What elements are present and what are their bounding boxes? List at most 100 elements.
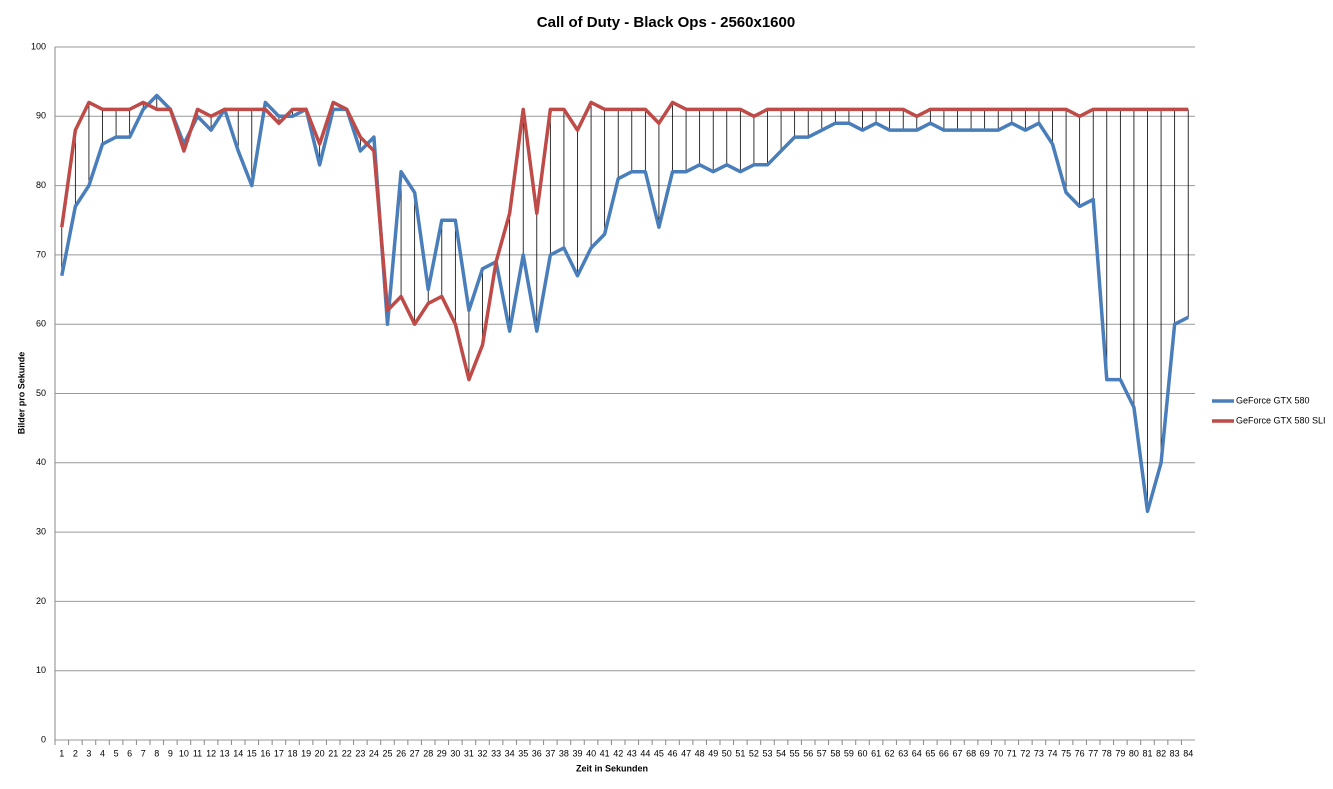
- x-tick-label: 41: [600, 748, 610, 758]
- x-tick-label: 11: [193, 748, 202, 758]
- x-tick-label: 83: [1170, 748, 1180, 758]
- x-tick-label: 77: [1088, 748, 1098, 758]
- x-tick-label: 31: [464, 748, 474, 758]
- y-tick-label: 80: [36, 180, 46, 190]
- x-tick-label: 79: [1115, 748, 1125, 758]
- x-tick-label: 1: [59, 748, 64, 758]
- x-tick-label: 28: [423, 748, 433, 758]
- x-tick-label: 6: [127, 748, 132, 758]
- x-tick-label: 46: [667, 748, 677, 758]
- x-tick-label: 40: [586, 748, 596, 758]
- y-tick-label: 90: [36, 111, 46, 121]
- x-tick-label: 35: [518, 748, 528, 758]
- x-tick-label: 60: [857, 748, 867, 758]
- x-tick-label: 50: [722, 748, 732, 758]
- x-tick-label: 84: [1183, 748, 1193, 758]
- chart-title: Call of Duty - Black Ops - 2560x1600: [537, 14, 795, 31]
- x-tick-label: 64: [912, 748, 922, 758]
- x-tick-label: 48: [695, 748, 705, 758]
- x-tick-label: 62: [885, 748, 895, 758]
- x-axis-title: Zeit in Sekunden: [576, 763, 648, 773]
- y-tick-label: 70: [36, 249, 46, 259]
- y-tick-label: 40: [36, 457, 46, 467]
- x-tick-label: 76: [1075, 748, 1085, 758]
- x-tick-label: 25: [382, 748, 392, 758]
- x-tick-label: 45: [654, 748, 664, 758]
- x-tick-label: 51: [735, 748, 745, 758]
- x-tick-label: 66: [939, 748, 949, 758]
- x-tick-label: 12: [206, 748, 216, 758]
- x-tick-label: 81: [1142, 748, 1152, 758]
- y-tick-label: 50: [36, 388, 46, 398]
- x-tick-label: 33: [491, 748, 501, 758]
- x-tick-label: 20: [315, 748, 325, 758]
- x-tick-label: 36: [532, 748, 542, 758]
- y-axis-title: Bilder pro Sekunde: [16, 352, 26, 435]
- x-tick-label: 9: [168, 748, 173, 758]
- x-tick-label: 30: [450, 748, 460, 758]
- y-tick-label: 100: [31, 41, 46, 51]
- x-tick-label: 10: [179, 748, 189, 758]
- x-tick-label: 8: [154, 748, 159, 758]
- x-tick-label: 37: [545, 748, 555, 758]
- x-tick-label: 19: [301, 748, 311, 758]
- x-tick-label: 53: [762, 748, 772, 758]
- y-tick-label: 20: [36, 596, 46, 606]
- x-tick-label: 2: [73, 748, 78, 758]
- series-line: [60, 100, 1189, 382]
- x-tick-label: 69: [980, 748, 990, 758]
- x-tick-label: 44: [640, 748, 650, 758]
- y-tick-label: 60: [36, 319, 46, 329]
- x-tick-label: 57: [817, 748, 827, 758]
- x-tick-label: 82: [1156, 748, 1166, 758]
- y-tick-label: 10: [36, 665, 46, 675]
- x-tick-label: 23: [355, 748, 365, 758]
- x-tick-label: 38: [559, 748, 569, 758]
- x-tick-label: 49: [708, 748, 718, 758]
- x-tick-label: 3: [86, 748, 91, 758]
- x-tick-label: 55: [790, 748, 800, 758]
- x-tick-label: 70: [993, 748, 1003, 758]
- x-tick-label: 27: [410, 748, 420, 758]
- x-tick-label: 65: [925, 748, 935, 758]
- x-tick-label: 22: [342, 748, 352, 758]
- x-tick-label: 63: [898, 748, 908, 758]
- x-tick-label: 18: [287, 748, 297, 758]
- x-tick-label: 59: [844, 748, 854, 758]
- x-tick-label: 74: [1047, 748, 1057, 758]
- x-tick-label: 43: [627, 748, 637, 758]
- x-tick-label: 56: [803, 748, 813, 758]
- x-tick-label: 58: [830, 748, 840, 758]
- x-tick-label: 47: [681, 748, 691, 758]
- x-tick-label: 52: [749, 748, 759, 758]
- x-tick-label: 80: [1129, 748, 1139, 758]
- y-tick-label: 0: [41, 734, 46, 744]
- x-tick-label: 29: [437, 748, 447, 758]
- x-tick-label: 75: [1061, 748, 1071, 758]
- x-tick-label: 16: [260, 748, 270, 758]
- x-tick-label: 15: [247, 748, 257, 758]
- x-tick-label: 13: [220, 748, 230, 758]
- legend-label: GeForce GTX 580: [1236, 395, 1310, 405]
- x-tick-label: 78: [1102, 748, 1112, 758]
- series-line: [60, 93, 1190, 514]
- y-tick-label: 30: [36, 526, 46, 536]
- x-tick-label: 42: [613, 748, 623, 758]
- x-tick-label: 32: [477, 748, 487, 758]
- x-tick-label: 17: [274, 748, 284, 758]
- x-tick-label: 21: [328, 748, 338, 758]
- x-tick-label: 54: [776, 748, 786, 758]
- x-tick-label: 71: [1007, 748, 1017, 758]
- x-tick-label: 68: [966, 748, 976, 758]
- x-tick-label: 14: [233, 748, 243, 758]
- x-tick-label: 7: [141, 748, 146, 758]
- x-tick-label: 73: [1034, 748, 1044, 758]
- x-tick-label: 4: [100, 748, 105, 758]
- x-tick-label: 72: [1020, 748, 1030, 758]
- x-tick-label: 34: [505, 748, 515, 758]
- x-tick-label: 61: [871, 748, 881, 758]
- x-tick-label: 67: [952, 748, 962, 758]
- x-tick-label: 26: [396, 748, 406, 758]
- x-tick-label: 39: [572, 748, 582, 758]
